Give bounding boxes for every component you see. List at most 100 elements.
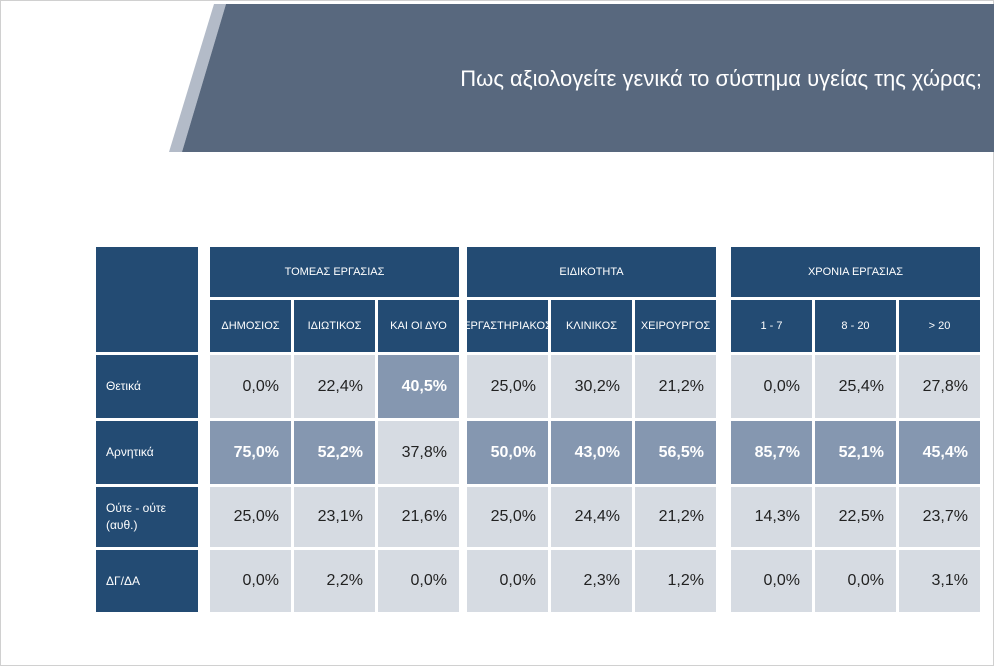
- value-cell-text: 22,5%: [838, 508, 884, 525]
- value-cell-text: 2,3%: [583, 572, 620, 589]
- row-label: ΔΓ/ΔΑ: [96, 550, 198, 612]
- highlighted-cell-text: 52,2%: [317, 443, 363, 461]
- value-cell-text: 0,0%: [763, 377, 800, 395]
- row-label-text: Θετικά: [106, 379, 141, 393]
- value-cell-text: 0,0%: [242, 572, 279, 589]
- column-header: ΚΛΙΝΙΚΟΣ: [551, 300, 632, 352]
- row-label-text: ΔΓ/ΔΑ: [106, 573, 140, 588]
- value-cell: 2,3%: [551, 550, 632, 612]
- value-cell: 3,1%: [899, 550, 980, 612]
- row-label: Αρνητικά: [96, 421, 198, 484]
- highlighted-cell-text: 40,5%: [401, 377, 447, 395]
- value-cell-text: 2,2%: [326, 572, 363, 589]
- value-cell: 21,2%: [635, 355, 716, 418]
- slide-title: Πως αξιολογείτε γενικά το σύστημα υγείας…: [460, 66, 982, 91]
- highlighted-cell: 40,5%: [378, 355, 459, 418]
- value-cell: 0,0%: [210, 550, 291, 612]
- value-cell: 25,0%: [210, 487, 291, 547]
- column-header: ΧΕΙΡΟΥΡΓΟΣ: [635, 300, 716, 352]
- group-header-text: ΧΡΟΝΙΑ ΕΡΓΑΣΙΑΣ: [807, 266, 904, 278]
- column-header-text: > 20: [928, 320, 951, 332]
- value-cell: 0,0%: [378, 550, 459, 612]
- value-cell: 27,8%: [899, 355, 980, 418]
- value-cell: 21,2%: [635, 487, 716, 547]
- value-cell: 0,0%: [731, 550, 812, 612]
- column-header-text: ΙΔΙΩΤΙΚΟΣ: [307, 320, 362, 332]
- corner-header: [96, 247, 198, 352]
- value-cell: 25,4%: [815, 355, 896, 418]
- value-cell-text: 21,6%: [401, 508, 447, 525]
- value-cell-text: 0,0%: [847, 572, 884, 589]
- value-cell: 21,6%: [378, 487, 459, 547]
- column-header: ΙΔΙΩΤΙΚΟΣ: [294, 300, 375, 352]
- header-stripe: [169, 4, 226, 152]
- value-cell-text: 37,8%: [401, 443, 447, 461]
- value-cell: 25,0%: [467, 355, 548, 418]
- column-header: ΔΗΜΟΣΙΟΣ: [210, 300, 291, 352]
- column-header-text: ΕΡΓΑΣΤΗΡΙΑΚΟΣ: [463, 320, 552, 332]
- value-cell-text: 27,8%: [922, 377, 968, 395]
- highlighted-cell: 56,5%: [635, 421, 716, 484]
- row-label: Ούτε - ούτε (αυθ.): [96, 487, 198, 547]
- value-cell: 37,8%: [378, 421, 459, 484]
- value-cell-text: 23,1%: [317, 508, 363, 525]
- row-label-text: Ούτε - ούτε (αυθ.): [106, 501, 166, 532]
- value-cell-text: 0,0%: [242, 377, 279, 395]
- highlighted-cell-text: 56,5%: [658, 443, 704, 461]
- column-header-text: ΧΕΙΡΟΥΡΓΟΣ: [640, 320, 711, 332]
- value-cell: 0,0%: [467, 550, 548, 612]
- value-cell-text: 0,0%: [410, 572, 447, 589]
- value-cell: 22,5%: [815, 487, 896, 547]
- column-header-text: ΚΑΙ ΟΙ ΔΥΟ: [390, 320, 447, 332]
- value-cell: 0,0%: [731, 355, 812, 418]
- column-header: 1 - 7: [731, 300, 812, 352]
- value-cell: 0,0%: [210, 355, 291, 418]
- value-cell-text: 24,4%: [574, 508, 620, 525]
- highlighted-cell: 85,7%: [731, 421, 812, 484]
- highlighted-cell-text: 85,7%: [754, 443, 800, 461]
- value-cell-text: 25,0%: [233, 508, 279, 525]
- header-band: [182, 4, 994, 152]
- value-cell-text: 21,2%: [658, 508, 704, 525]
- value-cell-text: 25,4%: [838, 377, 884, 395]
- column-header-text: 1 - 7: [760, 320, 783, 332]
- value-cell: 24,4%: [551, 487, 632, 547]
- highlighted-cell: 45,4%: [899, 421, 980, 484]
- value-cell-text: 21,2%: [658, 377, 704, 395]
- highlighted-cell: 50,0%: [467, 421, 548, 484]
- value-cell-text: 22,4%: [317, 377, 363, 395]
- value-cell-text: 0,0%: [763, 572, 800, 589]
- value-cell: 25,0%: [467, 487, 548, 547]
- column-header-text: ΚΛΙΝΙΚΟΣ: [565, 320, 618, 332]
- row-label-text: Αρνητικά: [106, 445, 154, 459]
- value-cell: 0,0%: [815, 550, 896, 612]
- value-cell: 14,3%: [731, 487, 812, 547]
- highlighted-cell-text: 75,0%: [233, 443, 279, 461]
- value-cell-text: 1,2%: [667, 572, 704, 589]
- highlighted-cell-text: 50,0%: [490, 443, 536, 461]
- value-cell: 23,7%: [899, 487, 980, 547]
- column-header: ΕΡΓΑΣΤΗΡΙΑΚΟΣ: [463, 300, 552, 352]
- value-cell: 23,1%: [294, 487, 375, 547]
- value-cell-text: 14,3%: [754, 508, 800, 525]
- value-cell: 22,4%: [294, 355, 375, 418]
- value-cell-text: 23,7%: [922, 508, 968, 525]
- value-cell-text: 25,0%: [490, 508, 536, 525]
- value-cell: 1,2%: [635, 550, 716, 612]
- highlighted-cell: 52,1%: [815, 421, 896, 484]
- column-header-text: 8 - 20: [841, 320, 870, 332]
- value-cell-text: 3,1%: [931, 572, 968, 589]
- highlighted-cell-text: 52,1%: [838, 443, 884, 461]
- group-header-text: ΕΙΔΙΚΟΤΗΤΑ: [559, 266, 624, 278]
- value-cell: 2,2%: [294, 550, 375, 612]
- highlighted-cell: 43,0%: [551, 421, 632, 484]
- highlighted-cell: 52,2%: [294, 421, 375, 484]
- column-header: > 20: [899, 300, 980, 352]
- value-cell-text: 25,0%: [490, 377, 536, 395]
- group-header: ΕΙΔΙΚΟΤΗΤΑ: [467, 247, 716, 297]
- group-header: ΧΡΟΝΙΑ ΕΡΓΑΣΙΑΣ: [731, 247, 980, 297]
- highlighted-cell: 75,0%: [210, 421, 291, 484]
- value-cell-text: 0,0%: [499, 572, 536, 589]
- group-header: ΤΟΜΕΑΣ ΕΡΓΑΣΙΑΣ: [210, 247, 459, 297]
